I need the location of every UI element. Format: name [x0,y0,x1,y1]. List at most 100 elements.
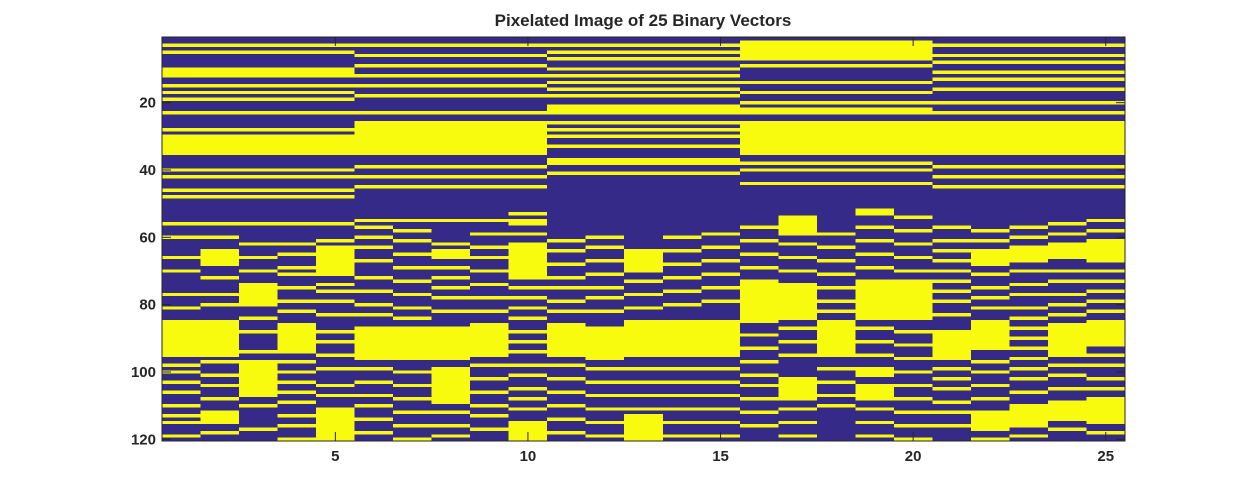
heatmap-cell [893,424,933,428]
heatmap-cell [277,360,317,364]
heatmap-cell [200,373,240,378]
heatmap-cell [778,242,817,246]
heatmap-cell [1009,245,1048,263]
heatmap-cell [431,424,471,428]
heatmap-cell [508,420,548,441]
heatmap-cell [239,269,278,273]
heatmap-cell [354,430,394,435]
heatmap-cell [970,360,1010,364]
heatmap-cell [701,393,740,398]
heatmap-cell [816,403,856,408]
heatmap-cell [162,195,355,199]
heatmap-cell [354,74,548,78]
heatmap-cell [1009,434,1048,438]
heatmap-cell [393,370,432,374]
heatmap-cell [316,329,355,334]
heatmap-cell [431,296,471,300]
heatmap-cell [585,296,625,300]
heatmap-cell [1047,242,1087,260]
heatmap-cell [393,252,432,256]
heatmap-cell [393,239,432,243]
heatmap-cell [701,407,740,411]
heatmap-cell [932,269,971,273]
heatmap-cell [855,279,894,320]
heatmap-cell [431,309,471,314]
heatmap-cell [470,309,509,314]
heatmap-cell [277,437,317,441]
heatmap-cell [1009,282,1048,287]
heatmap-cell [932,289,971,293]
heatmap-cell [778,269,817,273]
y-tick-label: 80 [139,297,156,314]
heatmap-cell [354,276,394,280]
heatmap-cell [1047,313,1087,317]
heatmap-cell [277,309,317,314]
heatmap-cell [739,397,779,401]
heatmap-cell [585,272,625,277]
heatmap-cell [701,272,740,277]
heatmap-cell [277,414,317,418]
heatmap-cell [739,239,779,243]
heatmap-cell [547,403,586,408]
heatmap-cell [932,299,971,303]
heatmap-cell [585,420,625,425]
heatmap-cell [662,380,702,384]
heatmap-cell [1086,218,1125,223]
heatmap-cell [508,350,548,354]
heatmap-cell [393,397,432,401]
heatmap-cell [932,410,971,415]
heatmap-cell [354,121,548,155]
heatmap-cell [970,437,1010,441]
heatmap-cell [508,286,548,290]
heatmap-cell [1047,292,1087,297]
heatmap-cell [778,282,817,320]
heatmap-cell [200,235,240,239]
heatmap-cell [855,225,894,229]
heatmap-cell [470,427,509,431]
heatmap-cell [431,265,471,270]
heatmap-cell [855,353,894,357]
heatmap-cell [547,323,586,357]
heatmap-cell [547,127,740,132]
heatmap-cell [393,228,432,233]
heatmap-cell [393,410,432,415]
heatmap-cell [701,366,740,371]
heatmap-cell [316,353,355,357]
heatmap-cell [1047,387,1087,391]
heatmap-cell [739,40,933,61]
heatmap-cell [585,286,625,290]
heatmap-cell [277,424,317,428]
heatmap-cell [354,164,548,169]
heatmap-cell [470,377,509,381]
heatmap-cell [970,272,1010,277]
heatmap-cell [739,90,933,95]
heatmap-cell [816,272,856,277]
heatmap-cell [701,259,740,263]
heatmap-cell [162,403,201,408]
heatmap-cell [393,279,432,283]
heatmap-cell [1009,292,1048,297]
y-tick-label: 120 [131,431,156,448]
heatmap-cell [624,393,663,398]
heatmap-cell [585,245,625,250]
heatmap-cell [316,239,355,243]
heatmap-cell [855,239,894,243]
heatmap-cell [200,249,240,266]
heatmap-cell [354,53,548,58]
heatmap-cell [162,43,355,48]
heatmap-cell [316,299,355,303]
heatmap-cell [932,111,1125,115]
heatmap-cell [547,239,586,243]
heatmap-cell [470,245,509,250]
x-tick-label: 10 [520,448,537,465]
heatmap-cell [547,121,740,125]
heatmap-cell [162,84,355,88]
heatmap-cell [200,410,240,425]
heatmap-cell [1009,336,1048,340]
heatmap-cell [970,306,1010,310]
heatmap-cell [855,340,894,344]
heatmap-cell [624,380,663,384]
heatmap-cell [701,380,740,384]
heatmap-cell [932,424,971,428]
heatmap-cell [547,417,586,421]
